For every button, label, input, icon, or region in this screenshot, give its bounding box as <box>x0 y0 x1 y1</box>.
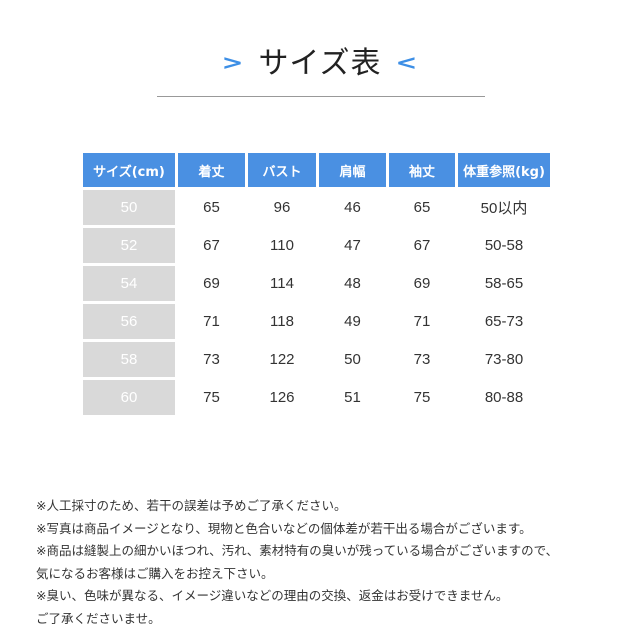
value-cell: 69 <box>413 275 431 292</box>
value-cell: 49 <box>344 313 361 330</box>
value-cell: 51 <box>344 389 361 406</box>
value-cell: 73-80 <box>484 351 524 368</box>
value-cell: 80-88 <box>484 389 524 406</box>
value-cell: 71 <box>413 313 431 330</box>
table-row: 50 65 96 46 65 50以内 <box>83 190 550 225</box>
header-weight: 体重参照(kg) <box>458 153 550 187</box>
value-cell: 73 <box>203 351 220 368</box>
size-cell: 58 <box>83 342 175 377</box>
value-cell: 67 <box>413 237 431 254</box>
value-cell: 48 <box>344 275 361 292</box>
value-cell: 46 <box>344 199 361 216</box>
note-line: ※臭い、色味が異なる、イメージ違いなどの理由の交換、返金はお受けできません。 <box>36 588 509 603</box>
value-cell: 114 <box>270 275 294 292</box>
header-size: サイズ(cm) <box>83 153 175 187</box>
table-row: 58 73 122 50 73 73-80 <box>83 342 550 377</box>
page-title: > サイズ表 < <box>0 38 640 82</box>
header-length: 着丈 <box>178 153 245 187</box>
value-cell: 110 <box>270 237 294 254</box>
value-cell: 50-58 <box>484 237 524 254</box>
header-sleeve: 袖丈 <box>389 153 455 187</box>
value-cell: 122 <box>269 351 295 368</box>
value-cell: 126 <box>269 389 295 406</box>
note-line: ※商品は縫製上の細かいほつれ、汚れ、素材特有の臭いが残っている場合がございますの… <box>36 543 559 558</box>
note-line: ※写真は商品イメージとなり、現物と色合いなどの個体差が若干出る場合がございます。 <box>36 520 532 536</box>
size-cell: 52 <box>83 228 175 263</box>
value-cell: 58-65 <box>484 275 524 292</box>
value-cell: 73 <box>413 351 431 368</box>
chevron-right-icon: > <box>221 51 245 75</box>
table-row: 60 75 126 51 75 80-88 <box>83 380 550 415</box>
value-cell: 65-73 <box>484 313 524 330</box>
value-cell: 65 <box>413 199 431 216</box>
size-cell: 50 <box>83 190 175 225</box>
value-cell: 50以内 <box>480 200 528 217</box>
notes: ※人工採寸のため、若干の誤差は予めご了承ください。 ※写真は商品イメージとなり、… <box>36 495 558 630</box>
value-cell: 96 <box>273 199 291 216</box>
table-row: 54 69 114 48 69 58-65 <box>83 266 550 301</box>
divider <box>157 96 485 97</box>
note-line: 気になるお客様はご購入をお控え下さい。 <box>36 565 274 581</box>
table-row: 52 67 110 47 67 50-58 <box>83 228 550 263</box>
header-row: サイズ(cm) 着丈 バスト 肩幅 袖丈 体重参照(kg) <box>83 153 550 187</box>
note-line: ※人工採寸のため、若干の誤差は予めご了承ください。 <box>36 498 347 513</box>
table-row: 56 71 118 49 71 65-73 <box>83 304 550 339</box>
chevron-left-icon: < <box>395 51 419 75</box>
size-cell: 56 <box>83 304 175 339</box>
value-cell: 71 <box>203 313 220 330</box>
value-cell: 65 <box>203 199 220 216</box>
value-cell: 118 <box>270 313 294 330</box>
value-cell: 50 <box>344 351 361 368</box>
value-cell: 47 <box>344 237 361 254</box>
value-cell: 67 <box>203 237 220 254</box>
value-cell: 75 <box>203 389 220 406</box>
header-shoulder: 肩幅 <box>319 153 386 187</box>
header-bust: バスト <box>248 153 316 187</box>
value-cell: 69 <box>203 275 220 292</box>
value-cell: 75 <box>413 389 431 406</box>
size-cell: 60 <box>83 380 175 415</box>
title-text: サイズ表 <box>258 46 382 81</box>
size-cell: 54 <box>83 266 175 301</box>
note-line: ご了承くださいませ。 <box>36 610 161 626</box>
size-table: サイズ(cm) 着丈 バスト 肩幅 袖丈 体重参照(kg) 50 65 96 46 65… <box>80 150 553 418</box>
